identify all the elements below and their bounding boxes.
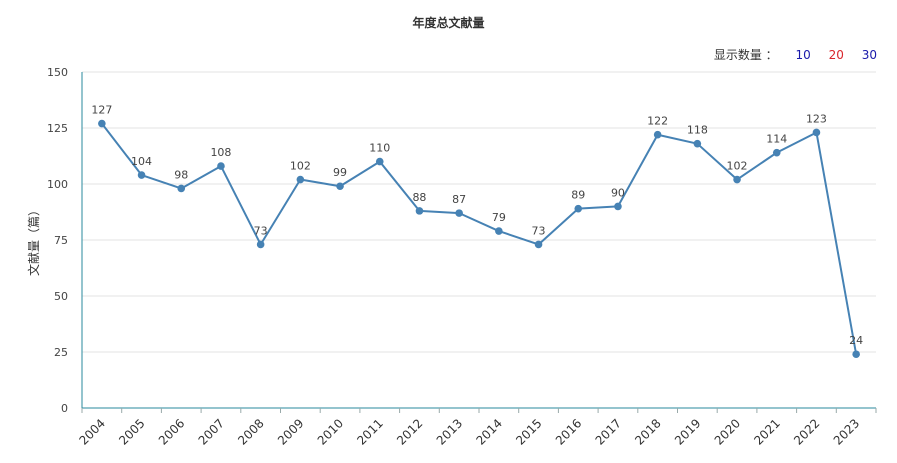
x-tick-label: 2011	[354, 416, 385, 447]
data-label: 114	[766, 133, 787, 146]
data-label: 24	[849, 334, 863, 347]
data-label: 104	[131, 155, 152, 168]
data-point	[137, 171, 146, 179]
x-tick-labels: 2004 2005 2006 2007 2008 2009 2010 2011 2012 2013…	[76, 416, 862, 447]
x-tick-label: 2023	[831, 416, 862, 447]
series-line	[101, 122, 858, 355]
data-point	[375, 157, 384, 166]
series-polyline	[101, 122, 858, 355]
chart-title: 年度总文献量	[412, 16, 485, 30]
x-tick-label: 2021	[751, 416, 782, 447]
gridlines	[82, 71, 876, 353]
data-label: 73	[532, 224, 546, 237]
data-point	[455, 209, 463, 217]
x-tick-label: 2004	[76, 416, 107, 447]
show-count-selector: 显示数量 ： 10 20 30	[714, 46, 877, 63]
data-label: 90	[611, 186, 625, 199]
data-label: 110	[369, 142, 390, 155]
data-point	[733, 175, 741, 184]
y-tick-label: 100	[47, 178, 68, 191]
x-tick-label: 2009	[275, 416, 306, 447]
y-axis-label: 文献量（篇）	[26, 204, 41, 276]
data-point	[296, 175, 305, 184]
data-label: 108	[210, 146, 231, 159]
y-tick-label: 150	[47, 66, 68, 79]
data-label: 87	[452, 193, 466, 206]
x-tick-label: 2013	[434, 416, 465, 447]
y-tick-label: 50	[54, 290, 68, 303]
data-label: 98	[174, 168, 188, 181]
show-count-option-10[interactable]: 10	[795, 48, 811, 62]
x-tick-label: 2014	[473, 416, 504, 447]
data-point	[574, 204, 583, 213]
data-point	[217, 162, 225, 170]
data-label: 118	[687, 124, 708, 137]
x-tick-label: 2005	[116, 416, 147, 447]
data-point	[415, 207, 424, 215]
data-point	[336, 182, 344, 191]
data-point	[653, 130, 662, 139]
x-tick-label: 2019	[672, 416, 703, 447]
data-point	[772, 148, 781, 157]
x-tick-label: 2012	[394, 416, 425, 447]
x-tick-label: 2016	[553, 416, 584, 447]
data-points	[98, 119, 860, 359]
data-labels: 127 104 98 108 73 102 99 110 88 87 79 73 89 90 122 118 1…	[91, 104, 863, 348]
x-tick-label: 2008	[235, 416, 266, 447]
x-tick-label: 2017	[593, 416, 624, 447]
show-count-option-20[interactable]: 20	[828, 48, 844, 62]
data-point	[177, 184, 186, 193]
x-tick-label: 2020	[712, 416, 743, 447]
data-point	[98, 119, 106, 128]
data-label: 127	[91, 104, 112, 117]
x-tick-label: 2006	[156, 416, 187, 447]
data-point	[852, 350, 860, 359]
data-label: 102	[290, 160, 311, 173]
x-tick-label: 2015	[513, 416, 544, 447]
data-point	[693, 139, 702, 148]
y-tick-label: 75	[54, 234, 68, 247]
data-point	[534, 240, 543, 249]
data-label: 89	[571, 189, 585, 202]
data-label: 122	[647, 115, 668, 128]
data-point	[495, 227, 503, 235]
data-label: 102	[727, 160, 748, 173]
x-tick-label: 2022	[791, 416, 822, 447]
data-point	[812, 128, 821, 137]
data-label: 79	[492, 211, 506, 224]
show-count-option-30[interactable]: 30	[861, 48, 877, 62]
y-tick-label: 0	[61, 402, 68, 415]
data-label: 123	[806, 112, 827, 125]
show-count-label: 显示数量 ：	[713, 48, 778, 62]
x-tick-label: 2018	[632, 416, 663, 447]
x-tick-label: 2010	[315, 416, 346, 447]
y-tick-label: 25	[54, 346, 68, 359]
data-label: 99	[333, 166, 347, 179]
x-tick-label: 2007	[196, 416, 227, 447]
data-point	[614, 202, 622, 211]
y-tick-label: 125	[47, 122, 68, 135]
data-point	[256, 240, 265, 249]
axes	[81, 72, 877, 413]
data-label: 88	[412, 191, 426, 204]
y-tick-labels: 0 25 50 75 100 125 150	[47, 66, 68, 415]
data-label: 73	[254, 224, 268, 237]
